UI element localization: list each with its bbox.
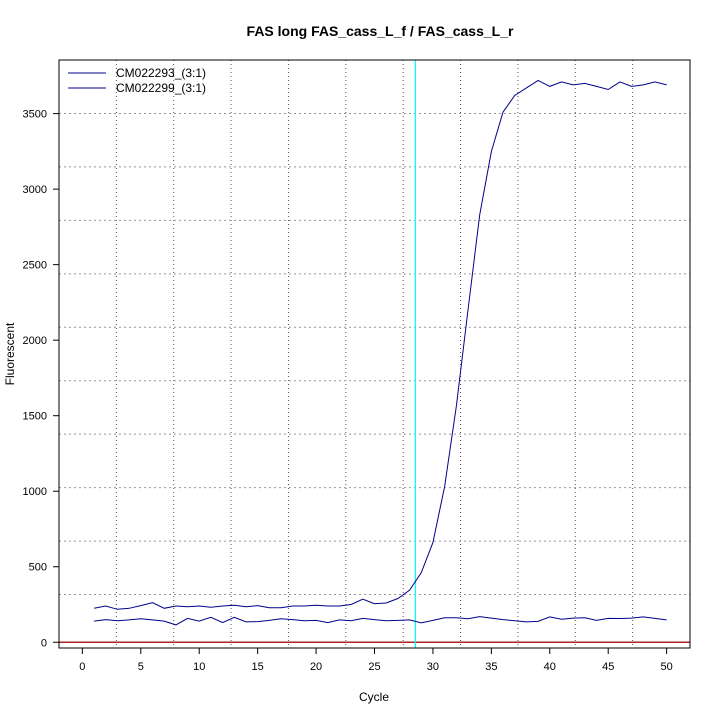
x-tick-label: 5 — [138, 661, 144, 673]
series-line-2 — [94, 616, 667, 626]
x-tick-label: 20 — [310, 661, 322, 673]
x-tick-label: 15 — [252, 661, 264, 673]
x-axis-label: Cycle — [359, 690, 389, 704]
y-tick-label: 2500 — [23, 260, 47, 272]
y-tick-label: 2000 — [23, 335, 47, 347]
y-tick-label: 0 — [41, 637, 47, 649]
axes: 0 5 10 15 20 25 30 35 40 45 5005001000150020002500… — [23, 109, 673, 673]
x-tick-label: 30 — [427, 661, 439, 673]
y-axis-label: Fluorescent — [3, 322, 17, 385]
y-tick-label: 1500 — [23, 411, 47, 423]
grid — [59, 60, 690, 648]
plot-frame — [58, 59, 691, 649]
series-line-1 — [94, 79, 667, 610]
legend-label-1: CM022293_(3:1) — [116, 66, 206, 80]
legend: CM022293_(3:1) CM022299_(3:1) — [68, 66, 206, 95]
x-tick-label: 25 — [368, 661, 380, 673]
marks — [59, 60, 690, 648]
x-tick-label: 40 — [544, 661, 556, 673]
y-tick-label: 500 — [29, 562, 47, 574]
x-tick-label: 10 — [193, 661, 205, 673]
legend-label-2: CM022299_(3:1) — [116, 81, 206, 95]
y-tick-label: 3500 — [23, 109, 47, 121]
x-tick-label: 50 — [661, 661, 673, 673]
x-tick-label: 45 — [602, 661, 614, 673]
x-tick-label: 35 — [485, 661, 497, 673]
y-tick-label: 3000 — [23, 184, 47, 196]
x-tick-label: 0 — [79, 661, 85, 673]
chart-title: FAS long FAS_cass_L_f / FAS_cass_L_r — [247, 23, 514, 39]
y-tick-label: 1000 — [23, 486, 47, 498]
